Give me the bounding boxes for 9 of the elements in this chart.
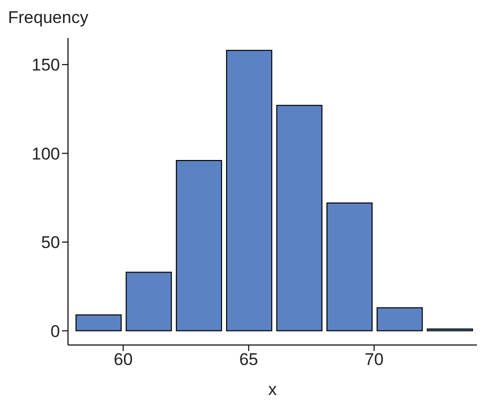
y-tick-label: 100 bbox=[32, 144, 60, 164]
y-tick-label: 0 bbox=[50, 322, 60, 341]
x-tick-label: 65 bbox=[239, 350, 258, 370]
x-tick-label: 70 bbox=[364, 350, 384, 370]
y-tick-label: 50 bbox=[41, 233, 60, 252]
x-axis-title: x bbox=[268, 380, 278, 399]
x-tick-label: 60 bbox=[114, 350, 133, 370]
y-tick-label: 150 bbox=[32, 56, 60, 75]
y-axis-title: Frequency bbox=[8, 8, 90, 29]
